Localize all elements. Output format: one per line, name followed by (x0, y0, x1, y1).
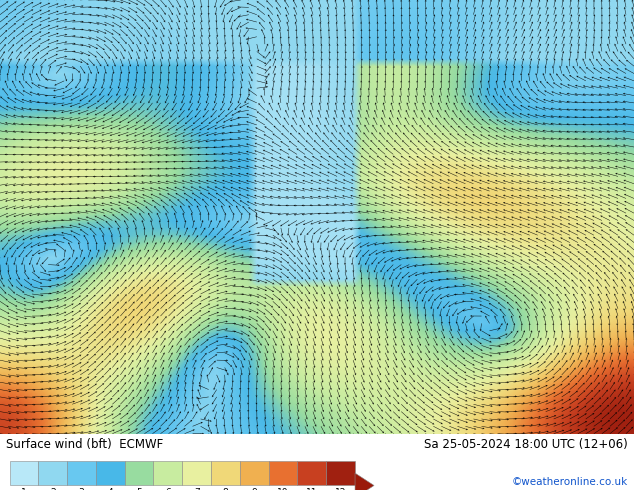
Text: Sa 25-05-2024 18:00 UTC (12+06): Sa 25-05-2024 18:00 UTC (12+06) (424, 438, 628, 451)
Text: 11: 11 (306, 489, 318, 490)
Bar (125, 461, 153, 486)
Text: 3: 3 (79, 489, 84, 490)
Bar (10, 461, 38, 486)
Text: 2: 2 (50, 489, 56, 490)
Bar (327, 461, 355, 486)
Bar (153, 461, 183, 486)
Bar (211, 461, 240, 486)
Text: Surface wind (bft)  ECMWF: Surface wind (bft) ECMWF (6, 438, 164, 451)
Bar (67, 461, 96, 486)
Bar (183, 461, 211, 486)
Bar (297, 461, 327, 486)
Bar (38, 461, 67, 486)
Text: 9: 9 (252, 489, 257, 490)
Bar (96, 461, 125, 486)
Text: 10: 10 (277, 489, 289, 490)
Bar (269, 461, 297, 486)
Text: 1: 1 (21, 489, 27, 490)
Text: 8: 8 (223, 489, 228, 490)
Text: 12: 12 (335, 489, 346, 490)
Text: 7: 7 (194, 489, 200, 490)
Text: 4: 4 (108, 489, 113, 490)
Text: ©weatheronline.co.uk: ©weatheronline.co.uk (512, 477, 628, 487)
Text: 5: 5 (136, 489, 142, 490)
FancyArrow shape (355, 473, 374, 490)
Text: 6: 6 (165, 489, 171, 490)
Bar (240, 461, 269, 486)
